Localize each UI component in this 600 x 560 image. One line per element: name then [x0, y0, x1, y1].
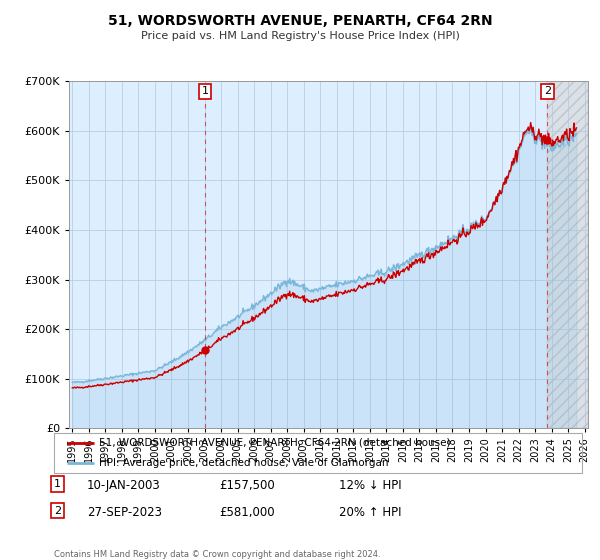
- Text: 20% ↑ HPI: 20% ↑ HPI: [339, 506, 401, 519]
- Text: Contains HM Land Registry data © Crown copyright and database right 2024.
This d: Contains HM Land Registry data © Crown c…: [54, 550, 380, 560]
- Text: 1: 1: [54, 479, 61, 489]
- Text: 2: 2: [544, 86, 551, 96]
- Text: HPI: Average price, detached house, Vale of Glamorgan: HPI: Average price, detached house, Vale…: [99, 458, 388, 468]
- Text: 51, WORDSWORTH AVENUE, PENARTH, CF64 2RN: 51, WORDSWORTH AVENUE, PENARTH, CF64 2RN: [107, 14, 493, 28]
- Text: 51, WORDSWORTH AVENUE, PENARTH, CF64 2RN (detached house): 51, WORDSWORTH AVENUE, PENARTH, CF64 2RN…: [99, 438, 451, 448]
- Text: £157,500: £157,500: [219, 479, 275, 492]
- Text: Price paid vs. HM Land Registry's House Price Index (HPI): Price paid vs. HM Land Registry's House …: [140, 31, 460, 41]
- Text: 10-JAN-2003: 10-JAN-2003: [87, 479, 161, 492]
- Text: 12% ↓ HPI: 12% ↓ HPI: [339, 479, 401, 492]
- Bar: [547, 81, 588, 428]
- Text: 2: 2: [54, 506, 61, 516]
- Text: 1: 1: [202, 86, 209, 96]
- Bar: [547, 81, 588, 428]
- Text: £581,000: £581,000: [219, 506, 275, 519]
- Text: 27-SEP-2023: 27-SEP-2023: [87, 506, 162, 519]
